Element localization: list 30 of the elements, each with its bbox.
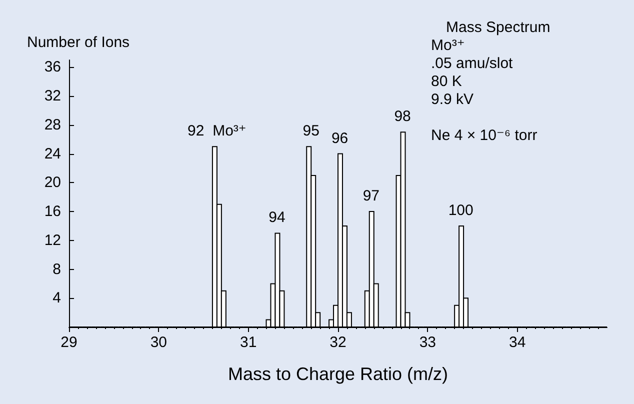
y-tick-label: 16 xyxy=(44,203,61,220)
annotation: 94 xyxy=(268,209,286,226)
y-tick-label: 32 xyxy=(44,88,61,105)
y-tick-label: 28 xyxy=(44,116,61,134)
annotation: 97 xyxy=(362,188,380,205)
y-tick-label: 4 xyxy=(52,290,61,307)
x-axis-title: Mass to Charge Ratio (m/z) xyxy=(228,364,448,384)
x-tick-label: 29 xyxy=(60,334,78,351)
text: Mass Spectrum xyxy=(446,19,550,36)
annotation: Ne 4 × 10⁻⁶ torr xyxy=(431,127,538,144)
annotation: .05 amu/slot xyxy=(431,55,514,72)
y-axis-title: Number of Ions xyxy=(27,34,130,51)
annotation: 9.9 kV xyxy=(431,91,474,108)
annotation: 80 K xyxy=(431,73,462,90)
y-tick-label: 12 xyxy=(44,232,61,249)
annotation: 95 xyxy=(302,122,320,140)
x-tick-label: 33 xyxy=(419,334,436,351)
annotation: 96 xyxy=(331,130,348,147)
text: Mo³⁺ xyxy=(431,37,465,54)
y-tick-label: 20 xyxy=(44,174,61,192)
x-tick-label: 34 xyxy=(508,334,526,351)
x-tick-label: 31 xyxy=(240,334,257,351)
annotation: 98 xyxy=(394,108,411,126)
x-tick-label: 32 xyxy=(330,334,346,351)
annotation: 92 Mo³⁺ xyxy=(188,122,246,140)
y-tick-label: 36 xyxy=(44,58,61,76)
y-tick-label: 8 xyxy=(52,260,61,278)
annotation: 100 xyxy=(448,202,474,219)
x-tick-label: 30 xyxy=(150,334,168,351)
y-tick-label: 24 xyxy=(44,145,61,162)
